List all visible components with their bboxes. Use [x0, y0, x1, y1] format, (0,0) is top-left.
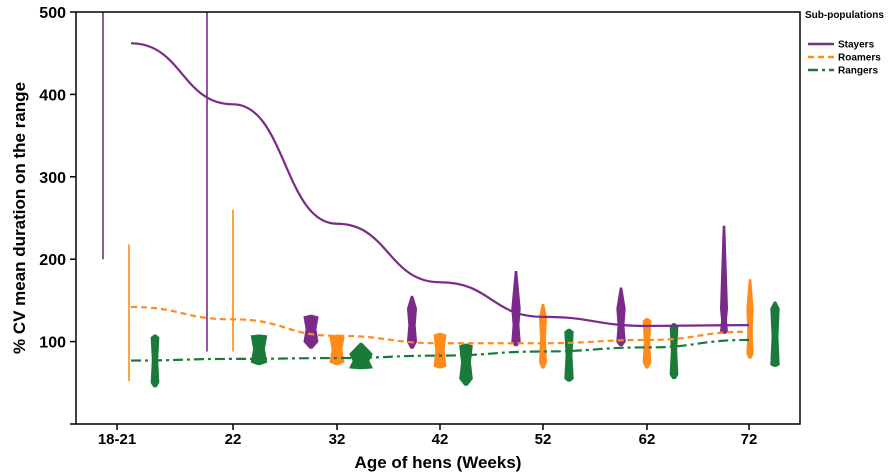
legend-title: Sub-populations: [805, 10, 884, 21]
x-tick-label: 22: [225, 431, 242, 448]
x-tick-label: 62: [639, 431, 656, 448]
y-tick-label: 400: [39, 87, 66, 104]
violin-rangers: [349, 342, 373, 370]
violin-rangers: [564, 328, 574, 382]
legend-label-stayers: Stayers: [838, 40, 875, 51]
trend-line-roamers: [130, 305, 750, 345]
legend-label-rangers: Rangers: [838, 66, 878, 77]
y-tick-label: 200: [39, 252, 66, 269]
legend: Sub-populations Stayers Roamers Rangers: [805, 10, 884, 77]
violin-rangers: [459, 343, 473, 386]
violin-roamers: [329, 334, 345, 366]
x-tick-label: 72: [741, 431, 758, 448]
trend-line-rangers: [130, 338, 750, 362]
violin-layer: [102, 12, 780, 388]
x-tick-label: 32: [329, 431, 346, 448]
y-tick-label: 500: [39, 5, 66, 22]
violin-roamers: [538, 304, 548, 369]
y-tick-label: 300: [39, 170, 66, 187]
violin-roamers: [433, 332, 447, 369]
x-axis-title: Age of hens (Weeks): [355, 453, 522, 472]
x-tick-label: 52: [535, 431, 552, 448]
violin-stayers: [303, 314, 319, 349]
violin-roamers: [746, 279, 754, 359]
trend-lines: [130, 42, 750, 362]
violin-rangers: [250, 334, 268, 366]
violin-rangers: [669, 322, 679, 380]
plot-frame: [75, 11, 801, 425]
x-tick-label: 42: [432, 431, 449, 448]
y-axis-title: % CV mean duration on the range: [10, 82, 29, 354]
violin-roamers: [642, 318, 652, 369]
violin-stayers: [406, 295, 418, 349]
x-tick-label: 18-21: [98, 431, 136, 448]
trend-line-stayers: [130, 42, 750, 328]
violin-stayers: [719, 225, 729, 334]
y-axis: 100 200 300 400 500: [39, 5, 76, 425]
violin-stayers: [616, 287, 626, 347]
violin-rangers: [770, 301, 780, 367]
x-axis: 18-21 22 32 42 52 62 72: [98, 424, 758, 448]
violin-stayers: [511, 271, 521, 347]
y-tick-label: 100: [39, 335, 66, 352]
legend-label-roamers: Roamers: [838, 53, 881, 64]
